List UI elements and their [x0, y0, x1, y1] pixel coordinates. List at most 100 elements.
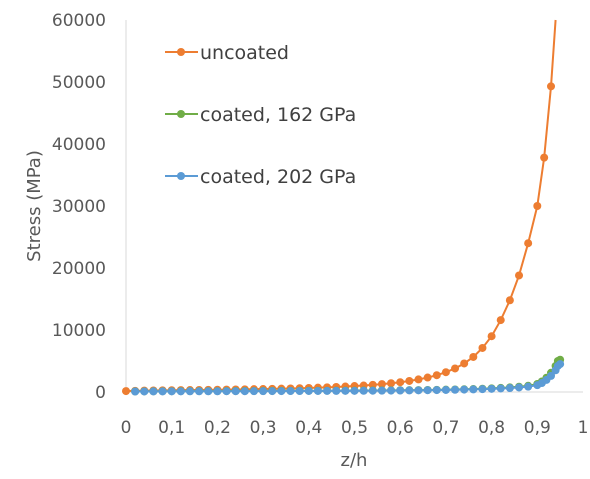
data-point	[377, 386, 386, 395]
data-point	[185, 387, 194, 396]
data-point	[405, 386, 414, 395]
data-point	[368, 380, 377, 389]
x-axis-title: z/h	[341, 450, 368, 471]
data-point	[547, 82, 556, 91]
data-point	[441, 368, 450, 377]
data-point	[432, 371, 441, 380]
data-point	[556, 360, 565, 369]
data-point	[496, 384, 505, 393]
data-point	[131, 387, 140, 396]
data-point	[524, 239, 533, 248]
x-tick-label: 0,2	[204, 418, 231, 438]
data-point	[460, 385, 469, 394]
data-point	[277, 387, 286, 396]
data-point	[405, 376, 414, 385]
data-point	[304, 386, 313, 395]
y-tick-label: 0	[95, 383, 106, 403]
x-tick-label: 0,1	[158, 418, 185, 438]
y-tick-label: 30000	[52, 197, 106, 217]
x-tick-label: 1	[578, 418, 589, 438]
data-point	[469, 352, 478, 361]
data-point	[149, 387, 158, 396]
data-point	[240, 387, 249, 396]
data-point	[332, 386, 341, 395]
data-point	[359, 386, 368, 395]
data-point	[515, 271, 524, 280]
legend-swatch-marker	[177, 110, 185, 118]
data-point	[478, 385, 487, 394]
data-point	[515, 383, 524, 392]
x-tick-label: 0	[121, 418, 132, 438]
data-point	[505, 384, 514, 393]
x-tick-label: 0,8	[478, 418, 505, 438]
y-tick-label: 40000	[52, 135, 106, 155]
legend-label: coated, 202 GPa	[200, 166, 356, 188]
data-point	[414, 375, 423, 384]
y-axis-title: Stress (MPa)	[24, 150, 45, 262]
data-point	[387, 379, 396, 388]
data-point	[231, 387, 240, 396]
data-point	[341, 386, 350, 395]
data-point	[414, 386, 423, 395]
data-point	[350, 386, 359, 395]
data-point	[368, 386, 377, 395]
data-point	[286, 387, 295, 396]
x-tick-label: 0,4	[295, 418, 322, 438]
legend-item: uncoated	[165, 42, 289, 64]
legend-swatch-marker	[177, 48, 185, 56]
data-point	[505, 296, 514, 305]
data-point	[487, 332, 496, 341]
data-point	[268, 387, 277, 396]
data-point	[451, 364, 460, 373]
y-tick-label: 20000	[52, 259, 106, 279]
data-point	[222, 387, 231, 396]
data-point	[295, 387, 304, 396]
data-point	[524, 382, 533, 391]
x-tick-label: 0,3	[250, 418, 277, 438]
data-point	[460, 359, 469, 368]
x-tick-labels: 0 0,1 0,2 0,3 0,4 0,5 0,6 0,7 0,8 0,9 1	[121, 418, 589, 438]
legend-item: coated, 202 GPa	[165, 166, 356, 188]
data-point	[478, 343, 487, 352]
data-point	[313, 386, 322, 395]
y-tick-label: 60000	[52, 11, 106, 31]
data-point	[259, 387, 268, 396]
y-tick-label: 10000	[52, 321, 106, 341]
data-point	[451, 385, 460, 394]
series-1	[122, 19, 557, 396]
data-point	[533, 202, 542, 210]
x-tick-label: 0,5	[341, 418, 368, 438]
data-point	[323, 386, 332, 395]
data-point	[122, 387, 130, 396]
legend: uncoated coated, 162 GPa coated, 202 GPa	[165, 42, 356, 188]
x-tick-label: 0,6	[387, 418, 414, 438]
legend-label: coated, 162 GPa	[200, 104, 356, 126]
x-tick-label: 0,9	[524, 418, 551, 438]
data-point	[140, 387, 149, 396]
data-point	[423, 386, 432, 395]
data-point	[213, 387, 222, 396]
data-point	[487, 384, 496, 393]
data-point	[249, 387, 258, 396]
legend-item: coated, 162 GPa	[165, 104, 356, 126]
data-point	[496, 316, 505, 325]
data-point	[396, 386, 405, 395]
data-point	[547, 371, 556, 380]
legend-label: uncoated	[200, 42, 289, 64]
data-point	[377, 380, 386, 389]
data-point	[204, 387, 213, 396]
data-point	[423, 373, 432, 382]
data-point	[158, 387, 167, 396]
x-tick-label: 0,7	[432, 418, 459, 438]
data-point	[432, 386, 441, 395]
data-point	[469, 385, 478, 394]
series-3	[131, 360, 565, 396]
y-tick-label: 50000	[52, 73, 106, 93]
data-point	[387, 386, 396, 395]
data-point	[441, 385, 450, 394]
legend-swatch-marker	[177, 172, 185, 180]
y-tick-labels: 0 10000 20000 30000 40000 50000 60000	[52, 11, 106, 403]
plot-area	[122, 19, 565, 396]
data-point	[176, 387, 185, 396]
